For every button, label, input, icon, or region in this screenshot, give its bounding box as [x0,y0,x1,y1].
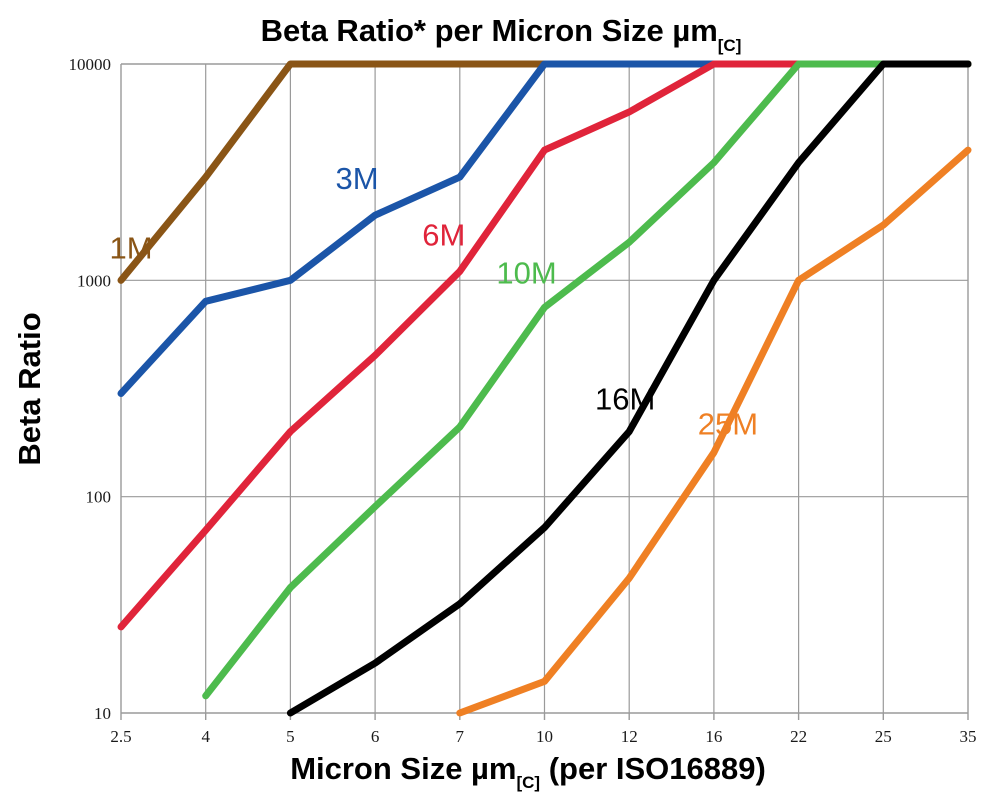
x-tick-label: 25 [875,727,892,746]
x-tick-labels: 2.5 4 5 6 7 10 12 16 22 25 35 [110,727,976,746]
y-tick-label: 10 [94,704,111,723]
x-tick-label: 16 [705,727,722,746]
x-tick-label: 6 [371,727,380,746]
y-tick-label: 100 [86,488,112,507]
y-tick-label: 10000 [69,55,112,74]
chart-title: Beta Ratio* per Micron Size µm[C] [261,13,742,55]
x-tick-label: 22 [790,727,807,746]
x-tick-label: 12 [621,727,638,746]
grid-layer [120,63,969,720]
series-line-10M [202,60,972,700]
series-label-3M: 3M [336,161,379,196]
series-label-16M: 16M [595,382,655,417]
y-axis-title: Beta Ratio [12,312,47,465]
series-line-25M [456,146,972,717]
x-tick-label: 5 [286,727,295,746]
series-label-6M: 6M [422,217,465,252]
series-line-16M [286,60,972,717]
x-tick-label: 4 [201,727,210,746]
x-tick-label: 10 [536,727,553,746]
series-layer [117,60,972,717]
x-tick-label: 35 [960,727,977,746]
series-label-10M: 10M [496,255,556,290]
x-tick-label: 2.5 [110,727,131,746]
x-axis-title: Micron Size µm[C] (per ISO16889) [290,751,766,792]
series-label-1M: 1M [109,230,152,265]
series-labels: 1M 3M 6M 10M 16M 25M [109,161,758,441]
x-tick-label: 7 [456,727,465,746]
y-tick-labels: 10 100 1000 10000 [69,55,112,723]
y-tick-label: 1000 [77,271,111,290]
series-label-25M: 25M [698,407,758,442]
